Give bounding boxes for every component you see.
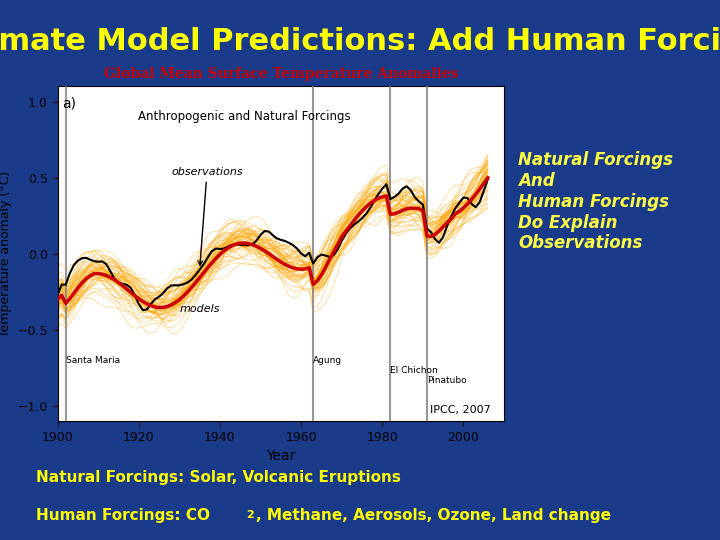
Text: Santa Maria: Santa Maria	[66, 356, 120, 366]
X-axis label: Year: Year	[266, 449, 295, 463]
Text: models: models	[179, 303, 220, 314]
Text: a): a)	[62, 97, 76, 111]
Text: Agung: Agung	[313, 356, 343, 366]
Text: observations: observations	[171, 167, 243, 265]
Text: Pinatubo: Pinatubo	[427, 376, 467, 385]
Text: 2: 2	[246, 510, 253, 521]
Text: Anthropogenic and Natural Forcings: Anthropogenic and Natural Forcings	[138, 110, 351, 123]
Text: Human Forcings: CO: Human Forcings: CO	[36, 508, 210, 523]
Title: Global Mean Surface Temperature Anomalies: Global Mean Surface Temperature Anomalie…	[104, 67, 458, 81]
Text: Natural Forcings
And
Human Forcings
Do Explain
Observations: Natural Forcings And Human Forcings Do E…	[518, 151, 673, 252]
Y-axis label: Temperature anomaly (°C): Temperature anomaly (°C)	[0, 171, 12, 337]
Text: Natural Forcings: Solar, Volcanic Eruptions: Natural Forcings: Solar, Volcanic Erupti…	[36, 470, 401, 485]
Text: , Methane, Aerosols, Ozone, Land change: , Methane, Aerosols, Ozone, Land change	[256, 508, 611, 523]
Text: IPCC, 2007: IPCC, 2007	[430, 404, 490, 415]
Text: Climate Model Predictions: Add Human Forcing: Climate Model Predictions: Add Human For…	[0, 27, 720, 56]
Text: El Chichon: El Chichon	[390, 366, 438, 375]
